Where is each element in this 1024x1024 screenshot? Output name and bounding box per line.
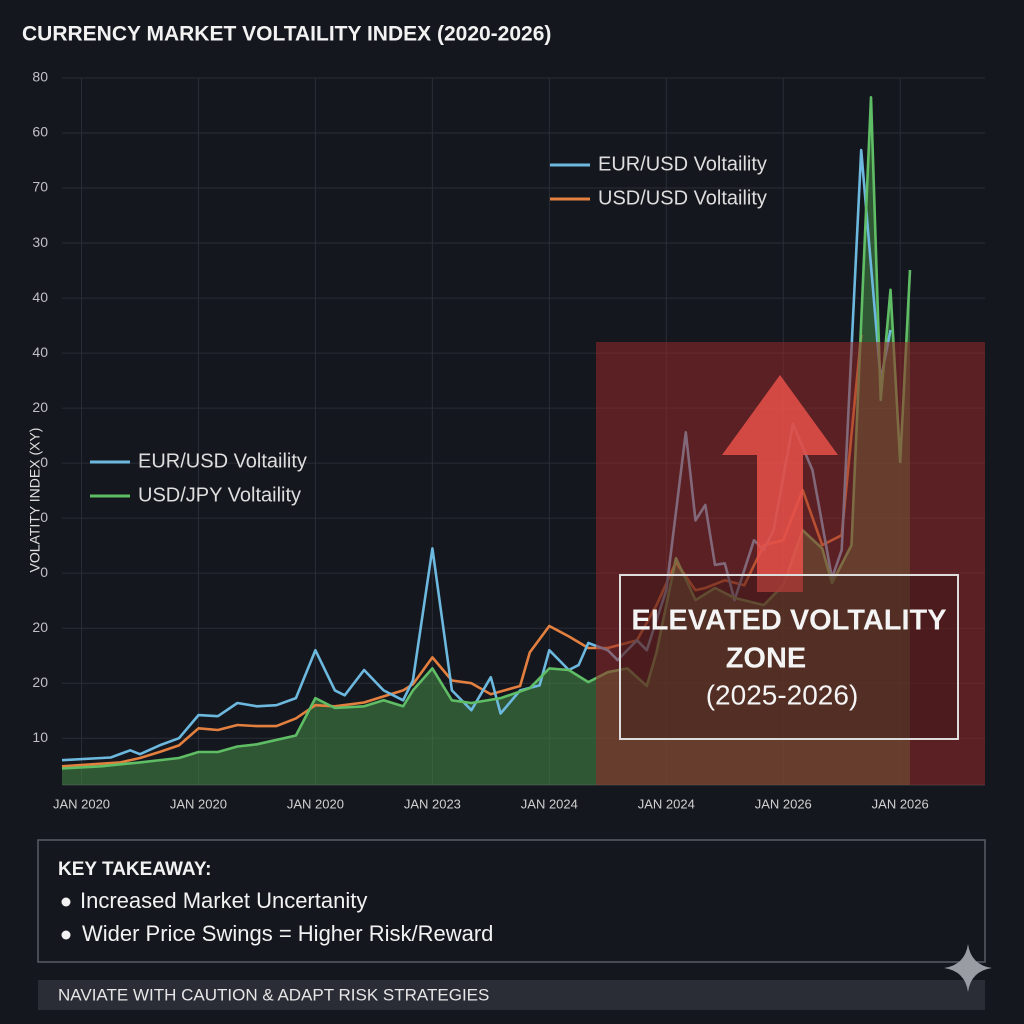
x-tick-label: JAN 2023 — [404, 796, 461, 811]
footer: NAVIATE WITH CAUTION & ADAPT RISK STRATE… — [58, 985, 489, 1004]
arrow — [722, 375, 838, 592]
y-tick-label: 0 — [40, 509, 48, 525]
legend-label: EUR/USD Voltaility — [138, 450, 307, 472]
y-tick-label: 40 — [32, 289, 48, 305]
y-tick-label: 70 — [32, 179, 48, 195]
x-tick-label: JAN 2026 — [755, 796, 812, 811]
y-tick-label: 30 — [32, 234, 48, 250]
y-tick-label: 20 — [32, 619, 48, 635]
y-axis-label: VOLATITY INDEX (XY) — [27, 428, 43, 573]
x-tick-label: JAN 2020 — [287, 796, 344, 811]
x-tick-label: JAN 2020 — [170, 796, 227, 811]
takeaway-item: Increased Market Uncertanity — [80, 888, 367, 913]
legends: EUR/USD Voltaility USD/USD Voltaility EUR/… — [90, 153, 767, 506]
takeaway-item: Wider Price Swings = Higher Risk/Reward — [82, 921, 493, 946]
x-tick-label: JAN 2020 — [53, 796, 110, 811]
footer-bar — [38, 980, 985, 1010]
y-tick-label: 20 — [32, 674, 48, 690]
x-tick-label: JAN 2024 — [638, 796, 695, 811]
legend-label: USD/USD Voltaility — [598, 187, 767, 209]
y-tick-label: 0 — [40, 454, 48, 470]
takeaway-title: KEY TAKEAWAY: — [58, 859, 211, 880]
x-tick-label: JAN 2026 — [872, 796, 929, 811]
bullet — [61, 930, 71, 940]
y-tick-label: 10 — [32, 729, 48, 745]
annotation-box — [619, 574, 959, 740]
bullet — [61, 897, 71, 907]
takeaway-box — [37, 839, 986, 963]
y-tick-label: 0 — [40, 564, 48, 580]
zone-label: ZONE — [726, 643, 807, 675]
y-tick-label: 60 — [32, 124, 48, 140]
x-tick-label: JAN 2024 — [521, 796, 578, 811]
sparkle-icon — [944, 944, 992, 992]
chart-title: CURRENCY MARKET VOLTAILITY INDEX (2020-2… — [22, 23, 551, 46]
y-tick-label: 40 — [32, 344, 48, 360]
zone-label: ELEVATED VOLTALITY — [631, 605, 946, 637]
zone-label: (2025-2026) — [706, 679, 859, 710]
y-tick-label: 20 — [32, 399, 48, 415]
legend-label: EUR/USD Voltaility — [598, 153, 767, 175]
legend-label: USD/JPY Voltaility — [138, 484, 301, 506]
y-tick-label: 80 — [32, 69, 48, 85]
